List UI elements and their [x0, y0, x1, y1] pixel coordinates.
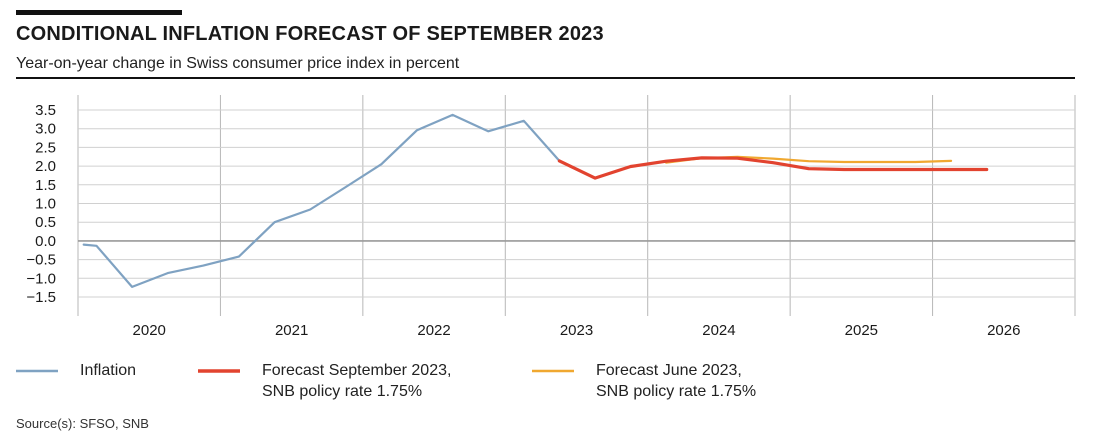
y-tick-label: 3.0 — [35, 121, 56, 138]
legend-swatch-inflation — [16, 369, 58, 373]
legend-label-line2: SNB policy rate 1.75% — [262, 383, 423, 400]
y-tick-label: 1.0 — [35, 196, 56, 213]
y-tick-label: −1.5 — [26, 289, 56, 306]
legend-item-forecast-jun-2023: Forecast June 2023, SNB policy rate 1.75… — [532, 360, 756, 402]
title-accent-bar — [16, 10, 182, 15]
legend-label-line1: Forecast September 2023, — [262, 362, 452, 379]
x-tick-label: 2023 — [560, 322, 593, 339]
chart-subtitle: Year-on-year change in Swiss consumer pr… — [16, 55, 460, 72]
y-tick-label: 3.5 — [35, 102, 56, 119]
x-tick-label: 2025 — [845, 322, 878, 339]
x-tick-label: 2022 — [417, 322, 450, 339]
series-line-inflation — [82, 113, 561, 288]
legend-swatch-forecast-sep-2023 — [198, 369, 240, 373]
legend-item-forecast-sep-2023: Forecast September 2023, SNB policy rate… — [198, 360, 451, 402]
header-divider — [16, 77, 1075, 79]
legend-label-line1: Inflation — [80, 362, 137, 379]
x-tick-label: 2024 — [702, 322, 735, 339]
y-tick-label: 0.0 — [35, 233, 56, 250]
y-tick-label: 2.0 — [35, 158, 56, 175]
y-tick-label: −0.5 — [26, 252, 56, 269]
x-tick-label: 2020 — [133, 322, 166, 339]
y-tick-label: 0.5 — [35, 214, 56, 231]
legend-label-forecast-jun-2023: Forecast June 2023, SNB policy rate 1.75… — [596, 360, 756, 402]
series-line-forecast-sep-2023 — [557, 156, 989, 180]
y-tick-label: −1.0 — [26, 270, 56, 287]
legend-label-inflation: Inflation — [80, 360, 136, 381]
legend-swatch-forecast-jun-2023 — [532, 369, 574, 373]
y-tick-label: 1.5 — [35, 177, 56, 194]
legend-label-line2: SNB policy rate 1.75% — [596, 383, 757, 400]
legend-item-inflation: Inflation — [16, 360, 136, 381]
x-tick-label: 2026 — [987, 322, 1020, 339]
chart-title: CONDITIONAL INFLATION FORECAST OF SEPTEM… — [16, 23, 604, 45]
legend-label-forecast-sep-2023: Forecast September 2023, SNB policy rate… — [262, 360, 451, 402]
x-tick-label: 2021 — [275, 322, 308, 339]
y-tick-label: 2.5 — [35, 139, 56, 156]
source-note: Source(s): SFSO, SNB — [16, 416, 149, 431]
legend-label-line1: Forecast June 2023, — [596, 362, 742, 379]
